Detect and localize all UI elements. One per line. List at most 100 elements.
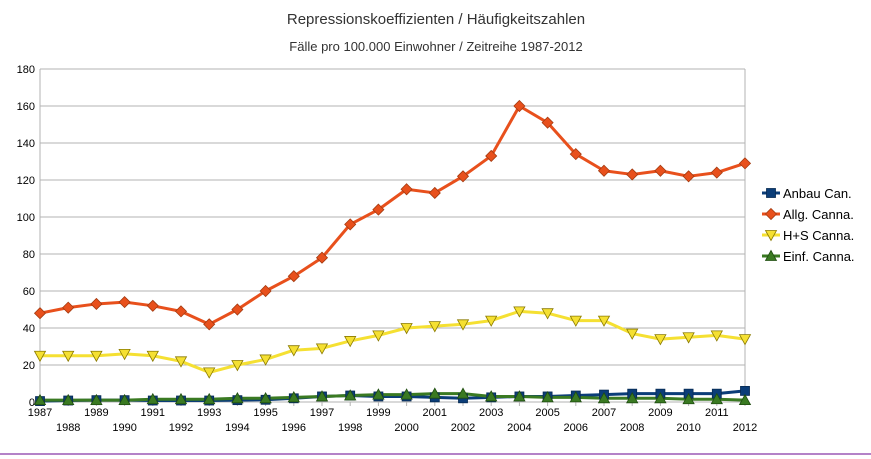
data-point xyxy=(654,334,667,346)
data-point xyxy=(231,360,244,372)
x-tick-label: 2006 xyxy=(564,422,588,434)
data-point xyxy=(203,392,216,405)
data-point xyxy=(62,393,75,406)
x-tick-label: 2004 xyxy=(507,422,531,434)
series-line xyxy=(40,309,746,374)
chart-subtitle: Fälle pro 100.000 Einwohner / Zeitreihe … xyxy=(289,39,582,54)
data-point xyxy=(710,330,723,342)
data-point xyxy=(315,251,329,264)
legend-label: Anbau Can. xyxy=(783,186,852,201)
grid xyxy=(39,68,746,403)
legend-label: Allg. Canna. xyxy=(783,207,854,222)
data-point xyxy=(513,306,526,318)
data-point xyxy=(597,315,611,327)
y-tick-label: 160 xyxy=(17,101,35,113)
data-point xyxy=(654,164,667,177)
x-tick-label: 2007 xyxy=(592,407,616,419)
series-line xyxy=(39,104,746,326)
y-tick-label: 0 xyxy=(29,397,35,409)
x-tick-label: 1999 xyxy=(366,407,390,419)
legend-marker xyxy=(764,207,778,221)
data-point xyxy=(456,319,470,331)
data-point xyxy=(315,343,329,355)
data-point xyxy=(62,350,75,363)
data-point xyxy=(541,116,554,129)
data-point xyxy=(541,391,554,403)
y-tick-label: 20 xyxy=(23,360,35,372)
x-tick-label: 1997 xyxy=(310,407,334,419)
y-tick-label: 100 xyxy=(17,212,35,224)
data-point xyxy=(626,328,639,340)
data-point xyxy=(738,393,752,406)
data-point xyxy=(569,391,582,403)
data-point xyxy=(33,307,47,320)
x-tick-label: 2011 xyxy=(705,407,729,419)
data-point xyxy=(203,318,216,331)
data-point xyxy=(428,321,441,333)
x-tick-label: 1995 xyxy=(253,407,277,419)
legend-label: Einf. Canna. xyxy=(783,249,855,264)
data-point xyxy=(513,390,526,402)
data-point xyxy=(118,393,131,406)
data-point xyxy=(372,388,385,400)
data-point xyxy=(738,157,752,170)
x-tick-label: 2002 xyxy=(451,422,475,434)
y-tick-label: 40 xyxy=(23,323,35,335)
data-point xyxy=(626,391,639,404)
data-point xyxy=(400,183,413,196)
x-tick-label: 1989 xyxy=(84,407,108,419)
x-tick-label: 1988 xyxy=(56,422,80,434)
y-tick-label: 180 xyxy=(17,64,35,76)
data-point xyxy=(90,350,103,363)
x-tick-label: 1990 xyxy=(112,422,136,434)
x-tick-label: 2005 xyxy=(535,407,559,419)
x-tick-label: 1996 xyxy=(282,422,306,434)
data-point xyxy=(372,330,385,342)
legend-marker xyxy=(764,230,778,242)
x-tick-label: 2010 xyxy=(676,422,700,434)
data-point xyxy=(118,348,131,361)
data-point xyxy=(231,391,244,404)
data-point xyxy=(62,301,75,314)
data-point xyxy=(287,345,300,357)
data-point xyxy=(90,297,103,311)
data-point xyxy=(513,99,526,113)
data-point xyxy=(33,393,47,406)
data-point xyxy=(146,350,159,363)
data-point xyxy=(400,388,413,400)
data-point xyxy=(372,203,385,216)
data-point xyxy=(118,296,131,309)
data-point xyxy=(203,367,216,379)
plot-area xyxy=(33,99,752,406)
data-point xyxy=(456,387,470,399)
x-tick-label: 2001 xyxy=(423,407,447,419)
y-tick-label: 140 xyxy=(17,138,35,150)
data-point xyxy=(344,336,357,348)
data-point xyxy=(174,305,188,318)
data-point xyxy=(456,170,470,183)
x-tick-label: 1993 xyxy=(197,407,221,419)
x-tick-label: 1991 xyxy=(141,407,165,419)
data-point xyxy=(569,315,582,327)
axes: 0 20 40 60 80 100 120 140 160 180 1987 1988 1989 1990… xyxy=(17,64,758,434)
data-point xyxy=(174,356,188,368)
legend-marker xyxy=(764,249,778,261)
y-tick-label: 120 xyxy=(17,175,35,187)
data-point xyxy=(541,308,554,320)
x-tick-label: 1987 xyxy=(28,407,52,419)
x-tick-label: 1992 xyxy=(169,422,193,434)
data-point xyxy=(569,148,582,161)
data-point xyxy=(344,389,357,401)
data-point xyxy=(259,354,272,366)
data-point xyxy=(597,164,611,177)
x-tick-label: 2012 xyxy=(733,422,757,434)
legend: Anbau Can. Allg. Canna. H+S Canna. Einf. Ca… xyxy=(762,186,855,264)
data-point xyxy=(682,332,695,344)
data-point xyxy=(682,170,695,183)
x-tick-label: 1998 xyxy=(338,422,362,434)
data-point xyxy=(33,350,47,363)
data-point xyxy=(485,390,498,402)
data-point xyxy=(654,391,667,404)
x-tick-label: 2003 xyxy=(479,407,503,419)
